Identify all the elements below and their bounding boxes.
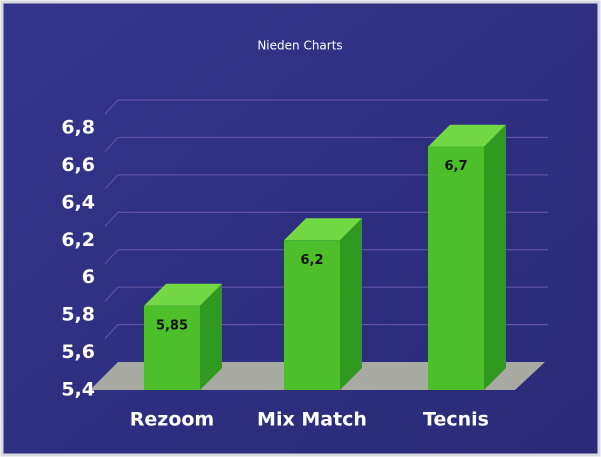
- grid-line: [104, 249, 119, 265]
- y-tick-label: 6,2: [61, 229, 95, 251]
- bar: [284, 240, 340, 390]
- y-tick-label: 6,4: [61, 191, 95, 213]
- grid-line: [104, 174, 119, 190]
- y-tick-label: 6,6: [61, 154, 95, 176]
- chart-title: Nieden Charts: [257, 39, 342, 53]
- value-label: 6,7: [444, 159, 467, 174]
- value-label: 6,2: [300, 253, 323, 268]
- grid-line: [104, 99, 119, 115]
- y-tick-label: 6: [82, 266, 95, 288]
- bar-top: [284, 218, 362, 241]
- y-tick-label: 6,8: [61, 117, 95, 139]
- y-tick-label: 5,6: [61, 341, 95, 363]
- bar-side: [340, 218, 362, 390]
- grid-line: [104, 211, 119, 227]
- grid-line: [104, 137, 119, 152]
- x-tick-label: Mix Match: [257, 409, 367, 431]
- value-label: 5,85: [156, 318, 188, 333]
- grid-line: [104, 286, 119, 302]
- y-tick-label: 5,8: [61, 304, 95, 326]
- bar: [144, 305, 200, 390]
- x-tick-label: Tecnis: [423, 409, 489, 431]
- bar-top: [144, 283, 222, 306]
- bar-top: [428, 124, 506, 147]
- bar-side: [484, 124, 506, 390]
- bar-side: [200, 283, 222, 390]
- x-tick-label: Rezoom: [130, 409, 214, 431]
- y-tick-label: 5,4: [61, 379, 95, 401]
- bar: [428, 146, 484, 390]
- grid-line: [104, 324, 119, 339]
